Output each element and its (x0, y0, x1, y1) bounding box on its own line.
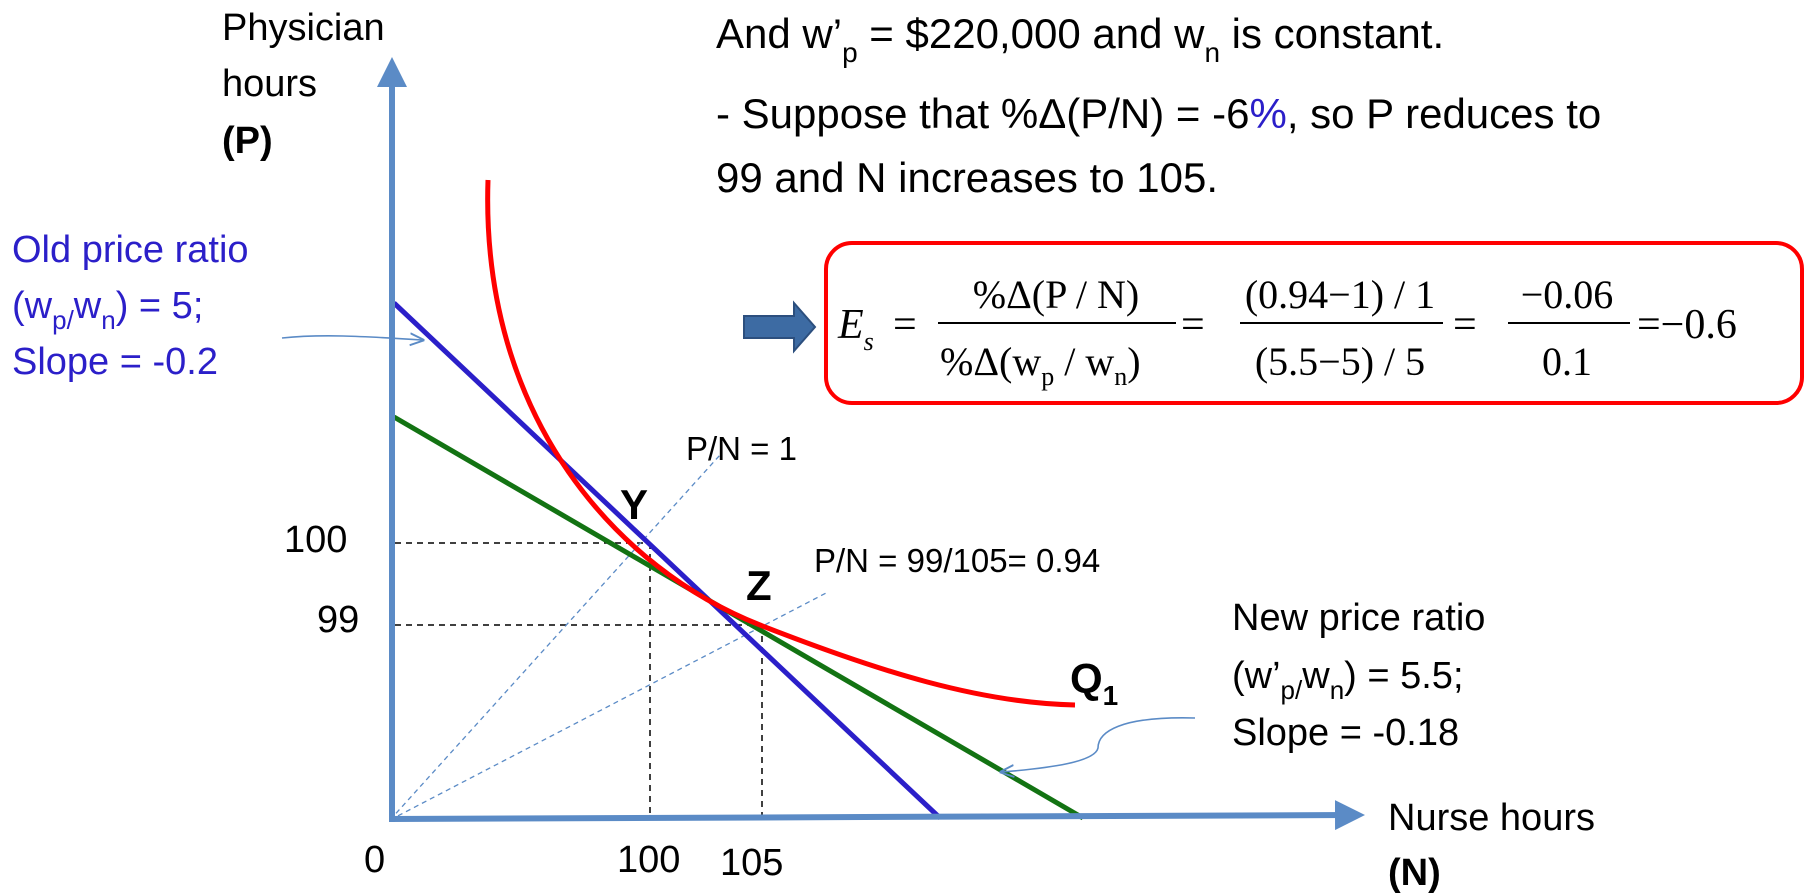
old-ratio-callout-arrow (281, 336, 422, 340)
x-axis-label-line2: (N) (1388, 852, 1441, 894)
old-ratio-annotation: Old price ratio (wp/wn) = 5; Slope = -0.… (12, 229, 249, 383)
formula-eq-3: = (1453, 302, 1477, 348)
point-z-label: Z (746, 562, 772, 609)
y-tick-99: 99 (317, 599, 359, 641)
origin-label: 0 (364, 839, 385, 881)
formula-frac2-den: (5.5−5) / 5 (1255, 339, 1425, 384)
q1-label: Q1 (1070, 655, 1118, 711)
elasticity-formula-box: Es = %Δ(P / N) %Δ(wp / wn) = (0.94−1) / … (824, 241, 1804, 405)
formula-frac3-den: 0.1 (1542, 339, 1592, 384)
formula-result: =−0.6 (1637, 302, 1737, 348)
formula-frac1-num: %Δ(P / N) (973, 272, 1139, 317)
header-line3: 99 and N increases to 105. (716, 154, 1218, 201)
isoquant-curve-q1 (485, 179, 1076, 708)
header-line1: And w’p = $220,000 and wn is constant. (716, 10, 1444, 68)
new-ratio-annotation: New price ratio (w’p/wn) = 5.5; Slope = … (1232, 597, 1485, 754)
x-axis (388, 800, 1365, 831)
ray2-label: P/N = 99/105= 0.94 (814, 542, 1100, 579)
y-axis-label-line1: Physician (222, 7, 385, 49)
formula-frac2-num: (0.94−1) / 1 (1245, 272, 1435, 317)
ray1-label: P/N = 1 (686, 430, 797, 467)
formula-lhs: Es (837, 302, 874, 356)
old-ratio-line3: Slope = -0.2 (12, 341, 218, 383)
header-line2: - Suppose that %Δ(P/N) = -6%, so P reduc… (716, 90, 1601, 137)
x-tick-105: 105 (720, 842, 783, 884)
formula-frac1-den: %Δ(wp / wn) (940, 339, 1141, 391)
new-ratio-line1: New price ratio (1232, 597, 1485, 639)
x-tick-100: 100 (617, 839, 680, 881)
ray-pn-1 (389, 454, 721, 821)
old-ratio-line1: Old price ratio (12, 229, 249, 271)
new-ratio-line3: Slope = -0.18 (1232, 712, 1459, 754)
formula-frac3-num: −0.06 (1521, 272, 1614, 317)
y-axis-label-line3: (P) (222, 120, 273, 162)
point-y-label: Y (620, 481, 648, 528)
new-ratio-callout-arrow (1002, 717, 1196, 772)
old-price-line (392, 301, 942, 820)
ray-pn-094 (389, 591, 829, 821)
y-axis-label-line2: hours (222, 63, 317, 105)
formula-eq-2: = (1181, 302, 1205, 348)
new-ratio-line2: (w’p/wn) = 5.5; (1232, 655, 1464, 705)
y-tick-100: 100 (284, 519, 347, 561)
formula-eq-1: = (893, 302, 917, 348)
old-ratio-line2: (wp/wn) = 5; (12, 285, 203, 335)
x-axis-label-line1: Nurse hours (1388, 797, 1595, 839)
formula-pointer-arrow (743, 300, 817, 354)
reference-lines (395, 542, 763, 818)
